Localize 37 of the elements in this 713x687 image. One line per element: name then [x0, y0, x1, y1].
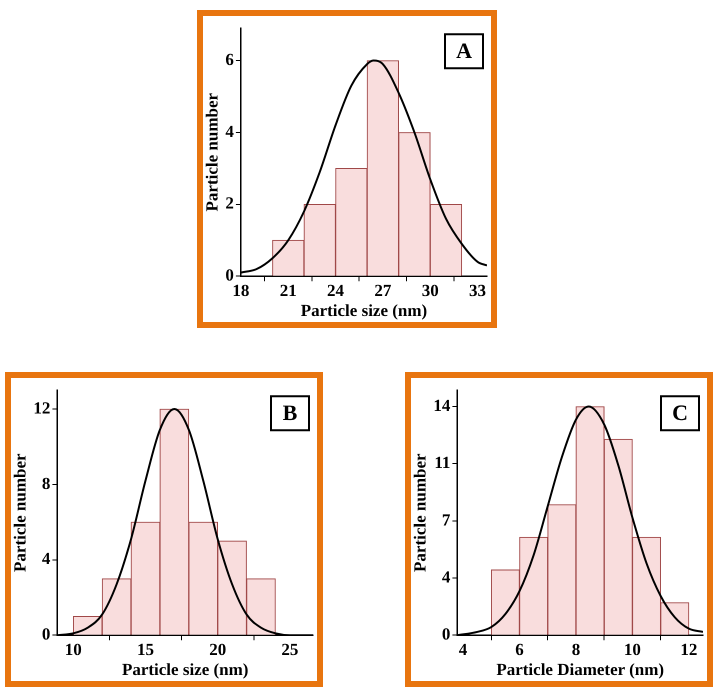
y-tick-label: 12: [33, 398, 50, 418]
x-tick-label: 10: [64, 640, 82, 659]
x-tick-label: 12: [680, 640, 698, 659]
y-tick-label: 0: [225, 266, 234, 285]
x-tick-label: 18: [232, 280, 250, 300]
x-tick-label: 8: [572, 640, 580, 659]
x-tick-label: 15: [136, 640, 154, 659]
y-tick-label: 2: [225, 194, 234, 213]
x-axis-title: Particle size (nm): [122, 660, 248, 680]
y-axis-title: Particle number: [410, 453, 430, 572]
x-tick-label: 30: [422, 280, 439, 300]
text: B: [282, 400, 298, 425]
x-tick-label: 33: [469, 280, 486, 300]
x-axis-title: Particle Diameter (nm): [496, 660, 664, 680]
y-axis-title: Particle number: [202, 92, 222, 212]
x-axis-title: Particle size (nm): [300, 301, 428, 320]
y-tick-label: 6: [225, 50, 234, 69]
text: A: [456, 38, 472, 63]
y-tick-label: 4: [225, 122, 234, 141]
y-tick-label: 7: [442, 510, 451, 530]
y-tick-label: 4: [442, 567, 451, 586]
x-tick-label: 20: [209, 640, 226, 659]
x-tick-label: 6: [515, 640, 524, 659]
y-axis-title: Particle number: [10, 453, 30, 572]
x-tick-label: 21: [280, 280, 297, 300]
y-tick-label: 0: [442, 624, 450, 644]
text: C: [672, 400, 688, 425]
x-tick-label: 4: [458, 640, 468, 659]
x-tick-label: 27: [374, 280, 392, 300]
x-tick-label: 25: [281, 640, 298, 659]
x-tick-label: 10: [624, 640, 641, 659]
x-tick-label: 24: [327, 280, 345, 300]
y-tick-label: 8: [42, 474, 50, 493]
y-tick-label: 14: [433, 396, 451, 415]
y-tick-label: 4: [42, 549, 51, 568]
y-tick-label: 0: [42, 624, 50, 644]
y-tick-label: 11: [434, 453, 450, 472]
